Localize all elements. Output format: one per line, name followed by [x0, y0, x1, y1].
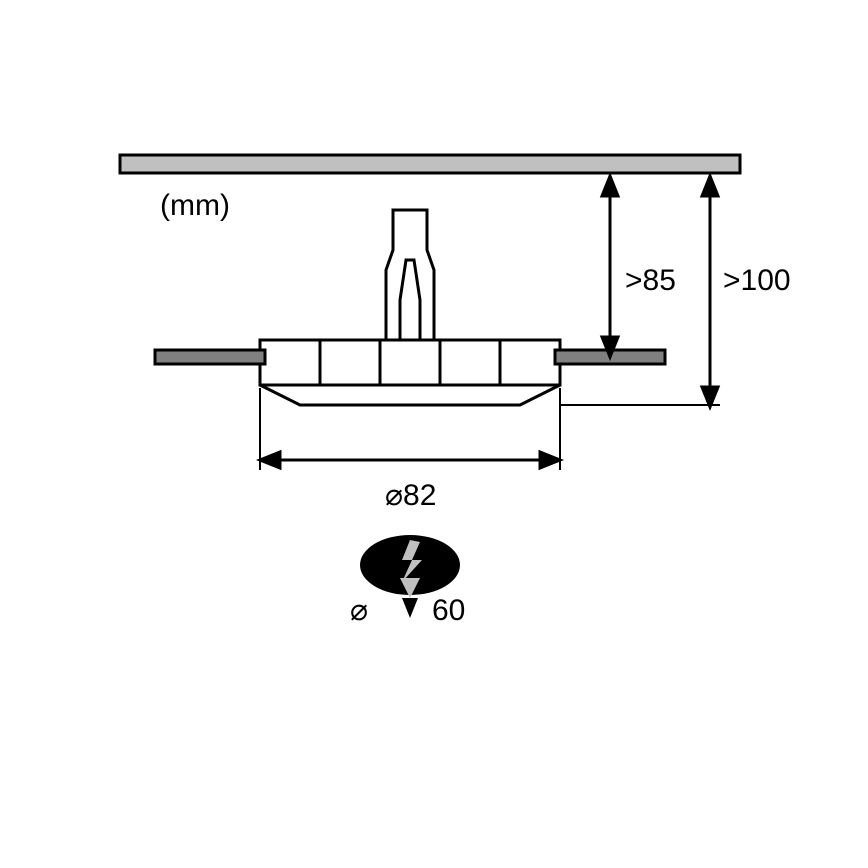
label-85: >85	[625, 264, 676, 297]
label-diameter-82: ⌀82	[385, 479, 436, 512]
label-cutout-60: 60	[432, 594, 465, 627]
label-diameter-symbol: ⌀	[350, 594, 368, 627]
ceiling-slab	[120, 155, 740, 173]
spring-clip	[386, 210, 434, 340]
unit-label: (mm)	[160, 189, 230, 222]
label-100: >100	[723, 264, 791, 297]
ceiling-panel-left	[155, 350, 265, 364]
dimension-diagram: (mm) >85 >100	[0, 0, 868, 868]
dimension-clearance-85: >85	[602, 176, 676, 357]
fixture-body	[260, 340, 560, 405]
cutout-icon: ⌀ 60	[350, 535, 465, 627]
dimension-diameter-82: ⌀82	[260, 388, 560, 512]
